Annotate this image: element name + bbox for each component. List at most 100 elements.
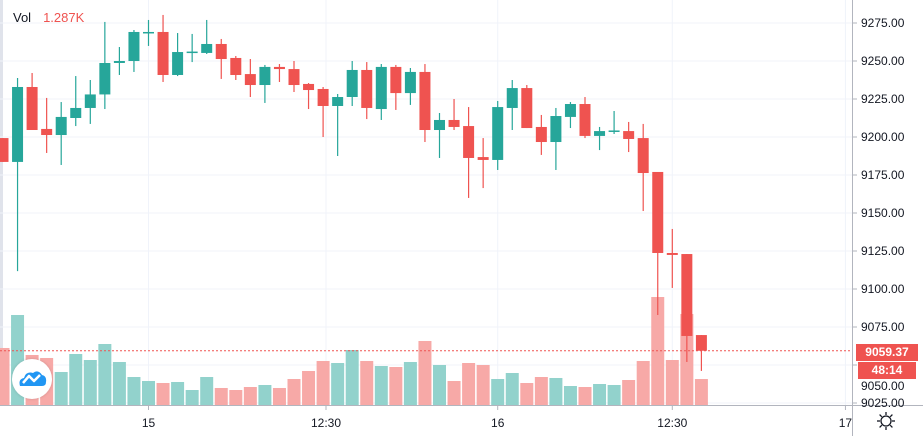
candle-body: [390, 66, 402, 94]
candle: [172, 33, 184, 77]
volume-bar: [345, 350, 359, 406]
grid-lines: [0, 0, 852, 405]
candle-body: [99, 62, 111, 95]
candle: [521, 85, 533, 129]
candle: [594, 126, 606, 151]
last-price-label: 9059.37: [856, 344, 918, 361]
volume-bar: [694, 379, 708, 406]
volume-bar: [622, 380, 636, 406]
candle-body: [186, 51, 198, 54]
time-axis[interactable]: 15 12:30 16 12:30 17: [142, 405, 853, 430]
candle-body: [259, 66, 271, 86]
price-tick-label: 9150.00: [861, 206, 905, 220]
candle: [143, 19, 154, 46]
price-tick-label: 9025.00: [861, 396, 905, 410]
time-tick-label: 17: [839, 416, 853, 430]
volume-bar: [433, 364, 446, 406]
volume-bar: [563, 386, 577, 406]
candle-body: [201, 43, 213, 53]
tradingview-logo[interactable]: [12, 359, 52, 399]
candle: [317, 86, 329, 137]
candle: [215, 38, 227, 79]
candle: [230, 55, 242, 80]
volume-bar: [651, 297, 665, 406]
volume-bar: [374, 366, 388, 406]
candle: [288, 61, 300, 93]
candle-body: [594, 131, 606, 136]
candle-body: [128, 31, 140, 61]
volume-bar: [331, 363, 345, 406]
candle-body: [41, 128, 53, 136]
candle: [26, 73, 38, 131]
candle-body: [564, 104, 576, 117]
candle-body: [230, 57, 242, 75]
candle: [390, 64, 402, 110]
volume-bar: [69, 354, 83, 406]
candles: [0, 14, 707, 371]
price-axis[interactable]: 9275.00 9250.00 9225.00 9200.00 9175.00 9150.…: [852, 16, 905, 410]
price-tick-label: 9175.00: [861, 168, 905, 182]
candle: [652, 171, 664, 315]
left-scroll-strip[interactable]: [0, 0, 3, 405]
candle-body: [623, 131, 635, 139]
candle: [579, 97, 591, 139]
volume-bar: [418, 340, 432, 406]
time-tick-label: 16: [491, 416, 505, 430]
volume-bar: [83, 360, 97, 406]
candle-body: [695, 335, 707, 351]
volume-bar: [98, 344, 112, 406]
candle-body: [521, 88, 533, 129]
candle: [303, 83, 315, 110]
volume-bar: [258, 384, 272, 406]
price-tick-label: 9200.00: [861, 130, 905, 144]
gear-icon: [877, 412, 895, 430]
time-tick-label: 12:30: [657, 416, 687, 430]
candle-body: [55, 116, 67, 136]
candle-body: [244, 74, 256, 86]
time-tick-label: 15: [142, 416, 156, 430]
candle-body: [375, 66, 387, 110]
volume-bar: [200, 377, 214, 406]
candle: [623, 121, 635, 153]
price-tick-label: 9250.00: [861, 54, 905, 68]
candle: [550, 107, 562, 170]
candle: [506, 80, 518, 131]
candle: [186, 33, 198, 63]
volume-bar: [287, 378, 301, 406]
candle-body: [113, 61, 125, 63]
tradingview-cloud-logo-icon: [19, 371, 47, 386]
volume-bar: [142, 380, 155, 406]
candle: [419, 64, 431, 143]
candle: [666, 228, 678, 288]
chart-settings-button[interactable]: [876, 411, 896, 436]
candle-body: [215, 43, 227, 60]
candle-body: [492, 107, 504, 160]
candle: [55, 102, 67, 165]
candle-body: [84, 94, 96, 108]
volume-bar: [389, 367, 403, 406]
candle: [0, 138, 9, 162]
volume-bar: [302, 370, 316, 406]
volume-bar: [171, 381, 185, 406]
volume-bar: [491, 378, 505, 406]
volume-bar: [578, 387, 592, 406]
candle-body: [157, 31, 169, 75]
candle-body: [404, 71, 416, 94]
volume-bar: [272, 387, 286, 406]
candle-body: [652, 171, 664, 253]
candle: [346, 61, 358, 106]
candle-body: [288, 69, 300, 86]
candle: [375, 64, 387, 120]
volume-bar: [534, 377, 548, 406]
candle-body: [303, 83, 315, 91]
volume-bars: [0, 297, 708, 406]
volume-bar: [127, 377, 141, 406]
candle: [637, 123, 649, 212]
volume-bar: [214, 387, 228, 406]
candle-body: [332, 97, 344, 106]
volume-bar: [0, 347, 10, 406]
candle: [492, 100, 504, 170]
candle: [157, 14, 169, 82]
volume-bar: [505, 373, 519, 406]
